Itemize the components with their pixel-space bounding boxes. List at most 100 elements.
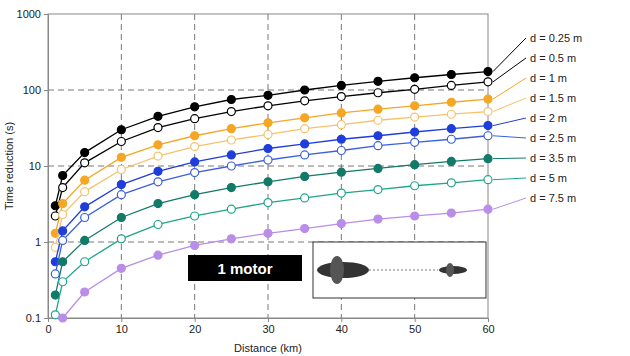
tick: 20 — [189, 318, 201, 335]
tick-mark — [268, 318, 269, 322]
tick: 0.1 — [26, 312, 48, 324]
point — [227, 162, 235, 170]
tick-label: 100 — [23, 84, 41, 96]
x-axis: 0102030405060 — [45, 318, 494, 335]
point — [301, 86, 309, 94]
inset-picture — [313, 242, 486, 298]
point — [81, 258, 89, 266]
legend-connector — [493, 98, 526, 112]
legend-label: d = 5 m — [530, 172, 567, 184]
point — [227, 95, 235, 103]
point — [81, 203, 89, 211]
point — [191, 103, 199, 111]
legend-connector — [493, 158, 526, 160]
point — [264, 156, 272, 164]
point — [51, 270, 59, 278]
point — [227, 108, 235, 116]
legend: d = 0.25 md = 0.5 md = 1 md = 1.5 md = 2… — [493, 32, 582, 209]
point — [191, 158, 199, 166]
tick: 50 — [409, 318, 421, 335]
tick-mark — [415, 318, 416, 322]
point — [337, 168, 345, 176]
point — [154, 178, 162, 186]
series-line — [55, 99, 488, 233]
point — [411, 161, 419, 169]
point — [411, 74, 419, 82]
point — [59, 258, 67, 266]
tick-label: 40 — [336, 323, 348, 335]
tick-label: 10 — [29, 160, 41, 172]
point — [337, 220, 345, 228]
plot-frame — [48, 14, 488, 318]
point — [117, 191, 125, 199]
point — [81, 149, 89, 157]
point — [154, 167, 162, 175]
tick-label: 1000 — [17, 8, 41, 20]
point — [117, 138, 125, 146]
point — [447, 125, 455, 133]
point — [337, 135, 345, 143]
point — [411, 102, 419, 110]
point — [411, 182, 419, 190]
tick-label: 0 — [45, 323, 51, 335]
tick-mark — [44, 90, 48, 91]
point — [227, 151, 235, 159]
series-line — [55, 159, 488, 295]
series-line — [55, 136, 488, 274]
point — [59, 278, 67, 286]
point — [447, 179, 455, 187]
tick: 10 — [29, 160, 48, 172]
point — [301, 172, 309, 180]
legend-connector — [493, 136, 526, 138]
tick: 10 — [116, 318, 128, 335]
annotation-box — [188, 255, 302, 281]
point — [117, 181, 125, 189]
point — [484, 205, 492, 213]
point — [301, 140, 309, 148]
point — [484, 132, 492, 140]
tick-label: 50 — [409, 323, 421, 335]
point — [59, 211, 67, 219]
axis-line — [44, 15, 49, 319]
point — [227, 205, 235, 213]
point — [484, 78, 492, 86]
data-area — [51, 68, 492, 322]
legend-connector — [493, 78, 526, 99]
point — [301, 97, 309, 105]
tick-mark — [341, 318, 342, 322]
legend-connector — [493, 118, 526, 126]
point — [154, 200, 162, 208]
point — [484, 95, 492, 103]
legend-label: d = 1.5 m — [530, 92, 576, 104]
point — [374, 164, 382, 172]
tick-label: 10 — [116, 323, 128, 335]
point — [337, 93, 345, 101]
point — [191, 143, 199, 151]
tick: 1 — [35, 236, 48, 248]
plot: 01020304050600.111010010001 motor — [17, 8, 495, 335]
point — [337, 109, 345, 117]
series-line — [55, 82, 488, 216]
tick-mark — [195, 318, 196, 322]
point — [301, 125, 309, 133]
inset-frame — [313, 242, 486, 298]
point — [484, 176, 492, 184]
point — [154, 251, 162, 259]
point — [191, 212, 199, 220]
tick-mark — [488, 318, 489, 322]
rider-icon — [446, 263, 454, 277]
rider-icon — [330, 256, 344, 284]
point — [301, 225, 309, 233]
point — [227, 125, 235, 133]
series — [51, 78, 492, 220]
grid-line-y — [48, 90, 488, 91]
point — [81, 159, 89, 167]
point — [374, 132, 382, 140]
point — [154, 220, 162, 228]
legend-connector — [493, 178, 526, 180]
point — [337, 81, 345, 89]
point — [81, 176, 89, 184]
point — [374, 215, 382, 223]
legend-connector — [493, 58, 526, 82]
point — [59, 171, 67, 179]
